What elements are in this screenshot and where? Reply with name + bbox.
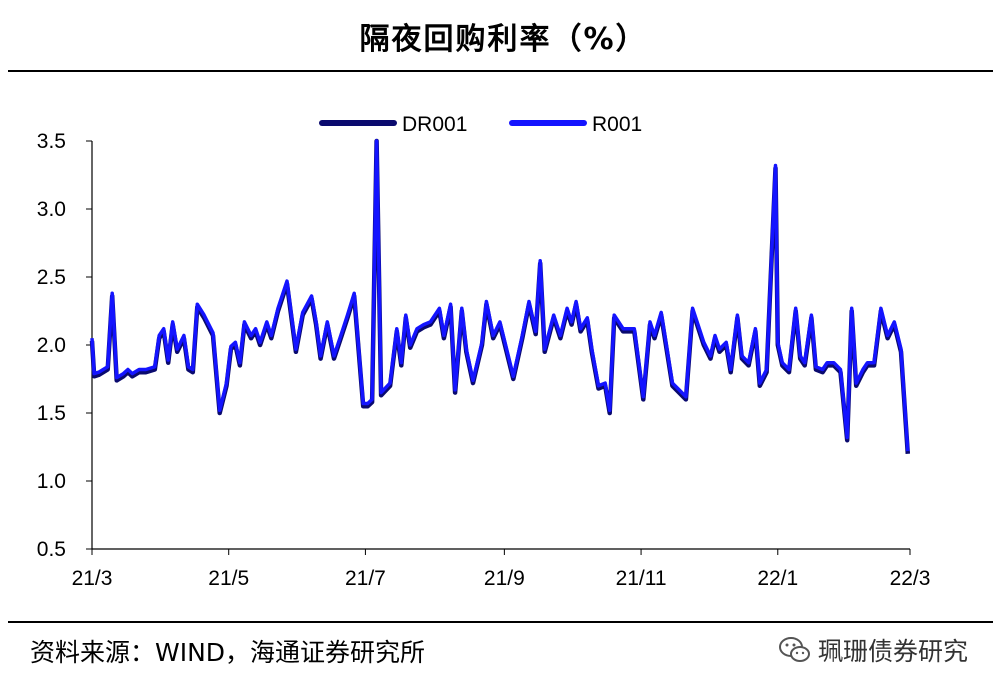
y-tick-label: 1.0 <box>37 470 66 493</box>
y-tick-label: 1.5 <box>37 402 66 425</box>
brand-text: 珮珊债券研究 <box>818 637 969 666</box>
series-line-dr001 <box>89 138 911 454</box>
source-note: 资料来源：WIND，海通证券研究所 <box>30 638 426 667</box>
title-rule <box>8 70 993 72</box>
x-tick-label: 21/3 <box>72 567 113 590</box>
series-line-r001 <box>90 139 910 452</box>
x-tick-label: 22/3 <box>890 567 931 590</box>
wechat-icon <box>779 637 810 662</box>
footer-rule <box>8 621 993 623</box>
legend-label: DR001 <box>402 113 467 136</box>
x-tick-label: 21/7 <box>345 567 386 590</box>
y-tick-label: 3.0 <box>37 198 66 221</box>
x-tick-label: 21/5 <box>208 567 249 590</box>
brand: 珮珊债券研究 <box>778 630 968 670</box>
y-tick-label: 0.5 <box>37 538 66 561</box>
chart-title: 隔夜回购利率（%） <box>359 22 648 57</box>
y-tick-label: 3.5 <box>37 130 66 153</box>
x-tick-label: 21/11 <box>616 567 667 590</box>
y-tick-label: 2.0 <box>37 334 66 357</box>
x-tick-label: 21/9 <box>484 567 525 590</box>
legend-label: R001 <box>592 113 642 136</box>
y-tick-label: 2.5 <box>37 266 66 289</box>
x-tick-label: 22/1 <box>757 567 798 590</box>
